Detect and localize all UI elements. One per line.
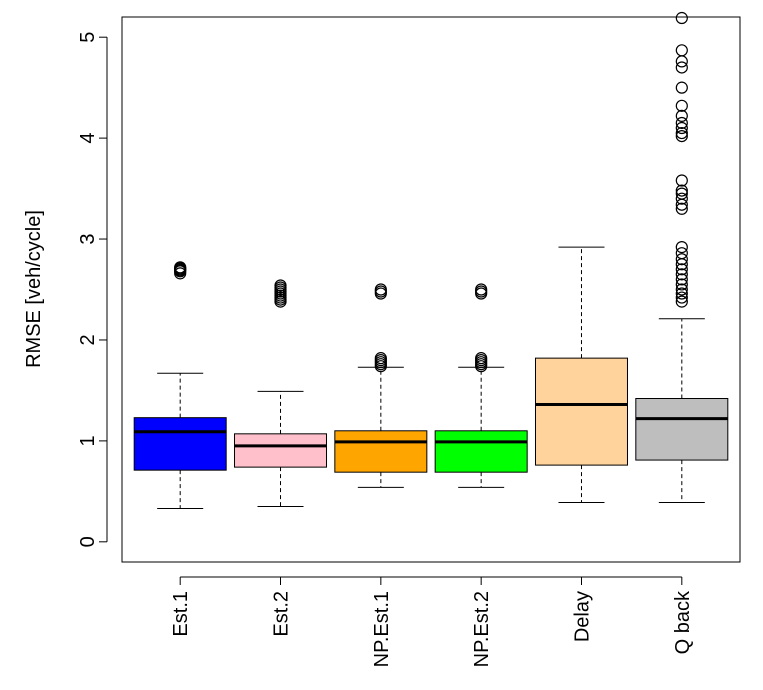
outlier-point (675, 202, 688, 215)
y-tick-label: 3 (77, 233, 99, 244)
x-tick-label: Delay (571, 591, 593, 642)
outlier-point (675, 109, 688, 123)
outlier-point (675, 129, 688, 143)
outlier-point (675, 99, 688, 112)
y-tick-label: 0 (77, 536, 99, 547)
boxes (133, 11, 729, 510)
outlier-point (675, 273, 688, 286)
outlier-point (274, 279, 287, 292)
box-est-2 (234, 279, 328, 507)
outlier-point (675, 253, 688, 266)
x-tick-label: Est.2 (271, 591, 293, 637)
iqr-box (434, 430, 528, 473)
outlier-point (374, 283, 387, 296)
x-tick-label: NP.Est.2 (471, 591, 493, 667)
x-tick-label: Q back (672, 590, 694, 654)
y-tick-label: 5 (77, 32, 99, 43)
outlier-point (675, 44, 688, 57)
box-np-est-2 (434, 283, 528, 488)
box-q-back (635, 11, 729, 503)
outlier-point (675, 187, 688, 200)
x-axis: Est.1 Est.2 NP.Est.1 NP.Est.2 Delay Q back (170, 576, 694, 667)
outlier-point (675, 121, 688, 135)
outlier-point (675, 247, 688, 260)
iqr-box (334, 430, 428, 473)
iqr-box (234, 433, 328, 468)
iqr-box (133, 417, 227, 471)
y-tick-label: 4 (77, 133, 99, 144)
outlier-point (675, 241, 688, 254)
x-tick-label: NP.Est.1 (371, 591, 393, 667)
outlier-point (675, 116, 688, 130)
y-axis: 0 1 2 3 4 5 (77, 32, 108, 547)
outlier-point (475, 352, 488, 365)
x-tick-label: Est.1 (170, 591, 192, 637)
outlier-point (675, 174, 688, 187)
outlier-point (675, 126, 688, 140)
outlier-point (675, 295, 688, 308)
outlier-point (675, 184, 688, 197)
plot-frame (121, 16, 741, 563)
y-tick-label: 2 (77, 334, 99, 345)
outlier-point (675, 11, 688, 25)
box-est-1 (133, 261, 227, 510)
y-tick-label: 1 (77, 435, 99, 446)
outlier-point (675, 278, 688, 291)
y-axis-label: RMSE [veh/cycle] (23, 210, 45, 368)
outlier-point (675, 61, 688, 74)
iqr-box (635, 398, 729, 461)
outlier-point (675, 263, 688, 276)
box-np-est-1 (334, 283, 428, 488)
outlier-point (374, 352, 387, 365)
outlier-point (675, 81, 688, 94)
outlier-point (675, 192, 688, 205)
iqr-box (534, 357, 628, 466)
box-delay (534, 246, 628, 503)
outlier-point (475, 283, 488, 296)
outlier-point (675, 268, 688, 281)
outlier-point (174, 261, 187, 274)
outlier-point (675, 287, 688, 300)
outlier-point (675, 291, 688, 304)
outlier-point (675, 283, 688, 296)
